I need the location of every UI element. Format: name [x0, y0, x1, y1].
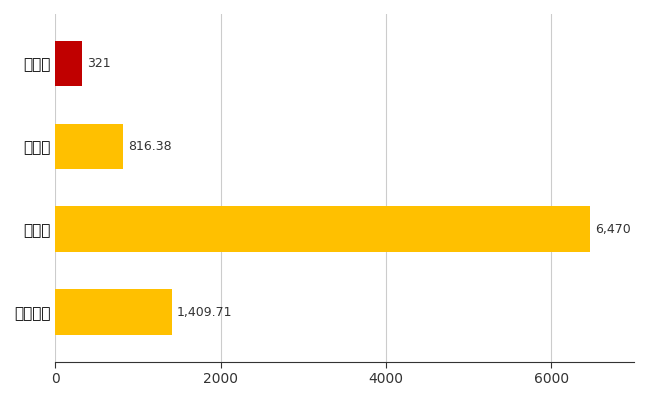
Bar — [55, 124, 123, 169]
Bar — [55, 289, 172, 335]
Bar — [55, 206, 590, 252]
Text: 816.38: 816.38 — [128, 140, 172, 153]
Text: 1,409.71: 1,409.71 — [177, 306, 232, 318]
Bar — [55, 41, 82, 86]
Text: 6,470: 6,470 — [595, 223, 631, 236]
Text: 321: 321 — [86, 57, 110, 70]
